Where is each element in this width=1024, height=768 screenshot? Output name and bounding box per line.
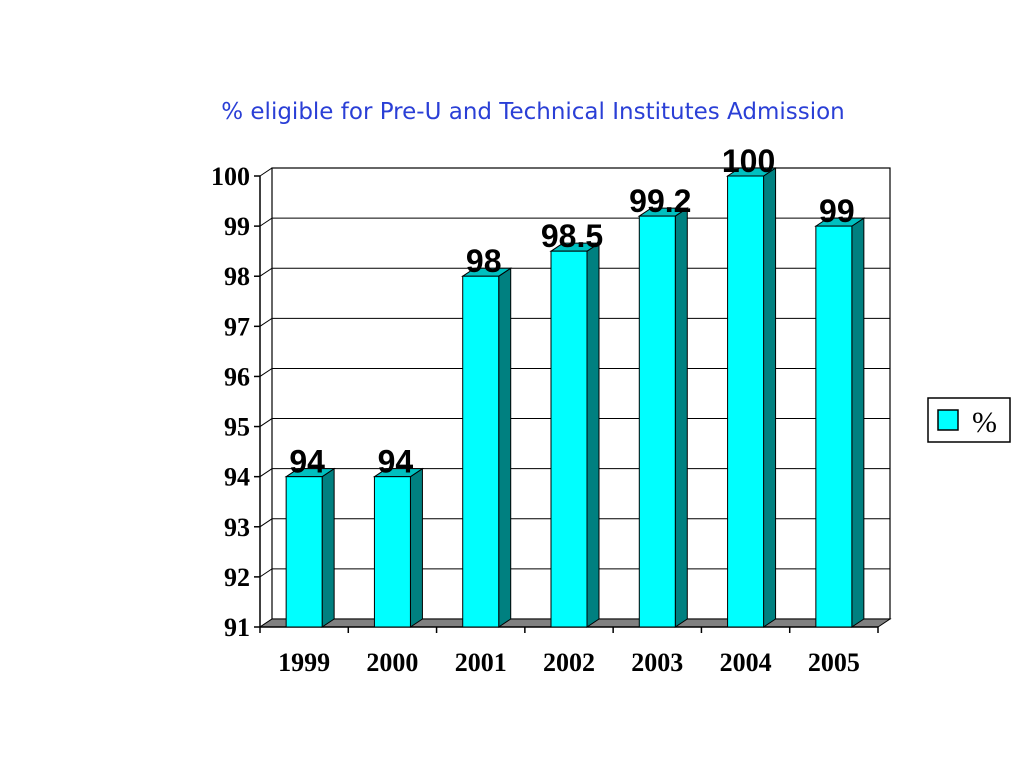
bar-front [285, 476, 323, 628]
legend-swatch [937, 409, 959, 431]
data-label: 99 [819, 193, 855, 229]
bar-front [815, 225, 853, 628]
bar-side [674, 207, 688, 628]
bar-front [727, 175, 765, 628]
legend: % [927, 397, 1011, 443]
chart-title: % eligible for Pre-U and Technical Insti… [221, 99, 845, 125]
x-tick-label: 2004 [720, 648, 772, 677]
bar-1999 [284, 467, 336, 628]
bar-front [550, 250, 588, 628]
y-tick-label: 94 [224, 463, 250, 492]
y-tick-labels: 91 92 93 94 95 96 97 98 99 100 [211, 162, 250, 642]
data-label: 98.5 [541, 218, 603, 254]
y-tick-label: 98 [224, 262, 250, 291]
data-label: 99.2 [629, 183, 691, 219]
gridline [259, 167, 890, 177]
data-labels: 94 94 98 98.5 99.2 100 99 [289, 143, 854, 480]
bar-2001 [461, 267, 513, 628]
bar-side [586, 242, 600, 628]
data-label: 100 [722, 143, 775, 179]
x-tick-label: 1999 [278, 648, 330, 677]
bar-front [462, 275, 500, 628]
x-tick-label: 2001 [455, 648, 507, 677]
x-tick-label: 2002 [543, 648, 595, 677]
y-tick-label: 97 [224, 312, 250, 341]
y-tick-label: 100 [211, 162, 250, 191]
y-tick-label: 91 [224, 613, 250, 642]
y-tick-label: 92 [224, 563, 250, 592]
bar-side [321, 467, 335, 628]
bar-2002 [549, 242, 601, 628]
bar-2004 [725, 167, 778, 628]
y-tick-label: 96 [224, 362, 250, 391]
bar-side [409, 467, 423, 628]
data-label: 94 [289, 444, 325, 480]
y-tick-label: 95 [224, 413, 250, 442]
bar-2003 [637, 207, 689, 628]
x-tick-label: 2005 [808, 648, 860, 677]
y-tick-label: 93 [224, 513, 250, 542]
data-label: 94 [378, 444, 414, 480]
x-tick-labels: 1999 2000 2001 2002 2003 2004 2005 [278, 648, 860, 677]
bar-front [373, 476, 411, 628]
bar-side [851, 217, 865, 628]
bars [284, 167, 866, 628]
x-tick-label: 2003 [631, 648, 683, 677]
bar-2005 [814, 217, 866, 628]
y-tick-label: 99 [224, 212, 250, 241]
bar-side [498, 267, 512, 628]
bar-front [638, 215, 676, 628]
legend-label: % [972, 406, 997, 439]
x-tick-label: 2000 [366, 648, 418, 677]
bar-side [763, 167, 777, 628]
bar-2000 [372, 467, 425, 628]
data-label: 98 [466, 243, 502, 279]
